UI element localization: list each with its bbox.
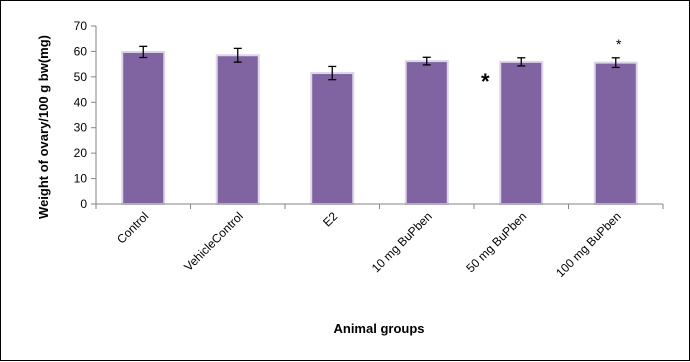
- bar-100-mg-bupben: [593, 61, 638, 205]
- y-axis-ticks: 0 10 20 30 40 50 60 70: [74, 19, 664, 211]
- x-tick-label: 10 mg BuPben: [369, 209, 435, 275]
- y-tick-label: 0: [80, 197, 87, 211]
- bar-e2: [310, 72, 355, 205]
- error-bar: [517, 57, 526, 67]
- x-axis-title: Animal groups: [333, 321, 424, 336]
- error-bar: [139, 45, 148, 59]
- category-labels: Control VehicleControl E2 10 mg BuPben 50 mg…: [114, 209, 624, 280]
- bar-50-mg-bupben: [499, 60, 544, 206]
- bar-10-mg-bupben: [404, 60, 449, 205]
- y-tick-label: 20: [74, 146, 88, 160]
- error-bar: [611, 57, 620, 69]
- significance-asterisk: *: [616, 36, 622, 52]
- error-bar: [422, 56, 431, 66]
- error-bar: [233, 47, 242, 63]
- bars: [121, 50, 638, 206]
- annotations: **: [481, 36, 622, 94]
- x-tick-label: VehicleControl: [181, 209, 246, 274]
- y-tick-label: 50: [74, 70, 88, 84]
- bar-vehiclecontrol: [215, 54, 260, 205]
- error-bars: [139, 45, 620, 81]
- y-tick-label: 60: [74, 44, 88, 58]
- bar-control: [121, 50, 166, 205]
- y-axis-title: Weight of ovary/100 g bw(mg): [36, 35, 51, 219]
- significance-asterisk: *: [481, 69, 490, 94]
- error-bar: [328, 65, 337, 81]
- x-tick-label: Control: [114, 209, 151, 246]
- y-tick-label: 10: [74, 172, 88, 186]
- y-tick-label: 30: [74, 121, 88, 135]
- x-tick-label: E2: [320, 209, 341, 230]
- y-tick-label: 70: [74, 19, 88, 33]
- x-tick-label: 100 mg BuPben: [553, 209, 624, 280]
- y-tick-label: 40: [74, 95, 88, 109]
- x-tick-label: 50 mg BuPben: [463, 209, 529, 275]
